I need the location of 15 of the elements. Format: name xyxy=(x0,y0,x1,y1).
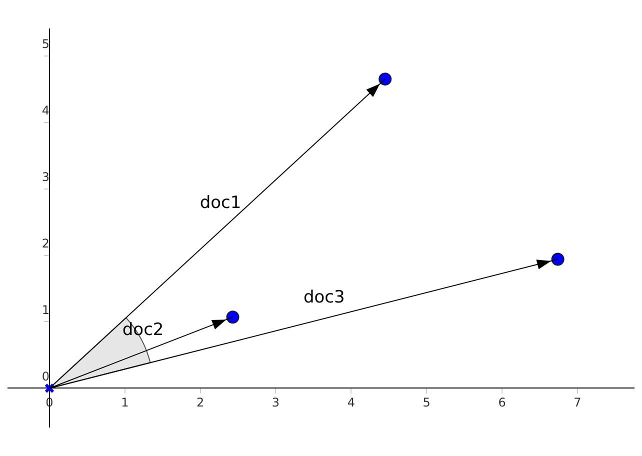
y-tick-label: 0 xyxy=(42,369,50,384)
x-tick-label: 6 xyxy=(498,396,506,410)
y-tick-label: 2 xyxy=(42,236,50,250)
y-tick-label: 1 xyxy=(42,302,50,317)
x-tick-label: 4 xyxy=(347,396,355,410)
x-tick-label: 2 xyxy=(196,396,204,410)
x-tick-label: 1 xyxy=(121,396,129,410)
y-tick-label: 4 xyxy=(42,103,50,118)
y-tick-label: 3 xyxy=(42,170,50,184)
y-tick-label: 5 xyxy=(42,36,50,51)
series-label: doc3 xyxy=(303,287,345,308)
x-tick-label: 5 xyxy=(422,396,430,410)
x-tick-label: 7 xyxy=(574,396,582,410)
series-label: doc1 xyxy=(200,192,242,213)
x-tick-label: 3 xyxy=(272,396,280,410)
